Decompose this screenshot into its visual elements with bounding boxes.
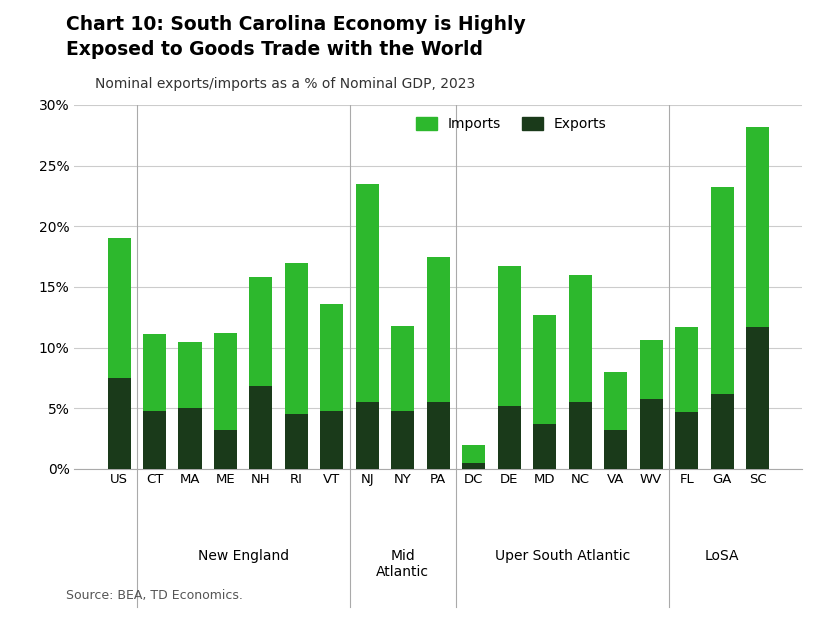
Bar xyxy=(427,257,450,402)
Bar xyxy=(214,430,237,469)
Bar xyxy=(498,267,521,406)
Bar xyxy=(284,263,308,415)
Text: LoSA: LoSA xyxy=(705,549,739,563)
Bar xyxy=(108,378,131,469)
Bar xyxy=(639,341,662,399)
Bar xyxy=(143,334,166,411)
Bar xyxy=(320,411,343,469)
Bar xyxy=(533,315,557,424)
Bar xyxy=(710,188,734,394)
Bar xyxy=(108,238,131,378)
Bar xyxy=(179,342,202,408)
Bar xyxy=(391,411,414,469)
Bar xyxy=(250,277,272,386)
Bar xyxy=(356,184,379,402)
Text: Chart 10: South Carolina Economy is Highly: Chart 10: South Carolina Economy is High… xyxy=(66,15,526,35)
Bar xyxy=(214,333,237,430)
Bar xyxy=(250,386,272,469)
Bar xyxy=(746,327,769,469)
Bar xyxy=(746,126,769,327)
Bar xyxy=(462,463,485,469)
Text: Nominal exports/imports as a % of Nominal GDP, 2023: Nominal exports/imports as a % of Nomina… xyxy=(95,77,476,91)
Bar xyxy=(320,304,343,411)
Bar xyxy=(569,275,592,402)
Bar xyxy=(675,412,698,469)
Legend: Imports, Exports: Imports, Exports xyxy=(410,112,612,137)
Bar xyxy=(356,402,379,469)
Text: Source: BEA, TD Economics.: Source: BEA, TD Economics. xyxy=(66,589,243,602)
Bar xyxy=(462,445,485,463)
Text: Exposed to Goods Trade with the World: Exposed to Goods Trade with the World xyxy=(66,40,483,59)
Bar xyxy=(284,415,308,469)
Bar xyxy=(710,394,734,469)
Text: New England: New England xyxy=(198,549,289,563)
Bar xyxy=(569,402,592,469)
Text: Uper South Atlantic: Uper South Atlantic xyxy=(495,549,630,563)
Bar xyxy=(533,424,557,469)
Bar xyxy=(391,326,414,411)
Bar xyxy=(427,402,450,469)
Text: Mid
Atlantic: Mid Atlantic xyxy=(376,549,429,579)
Bar xyxy=(605,372,627,430)
Bar xyxy=(675,327,698,412)
Bar xyxy=(143,411,166,469)
Bar xyxy=(639,399,662,469)
Bar xyxy=(179,408,202,469)
Bar xyxy=(498,406,521,469)
Bar xyxy=(605,430,627,469)
